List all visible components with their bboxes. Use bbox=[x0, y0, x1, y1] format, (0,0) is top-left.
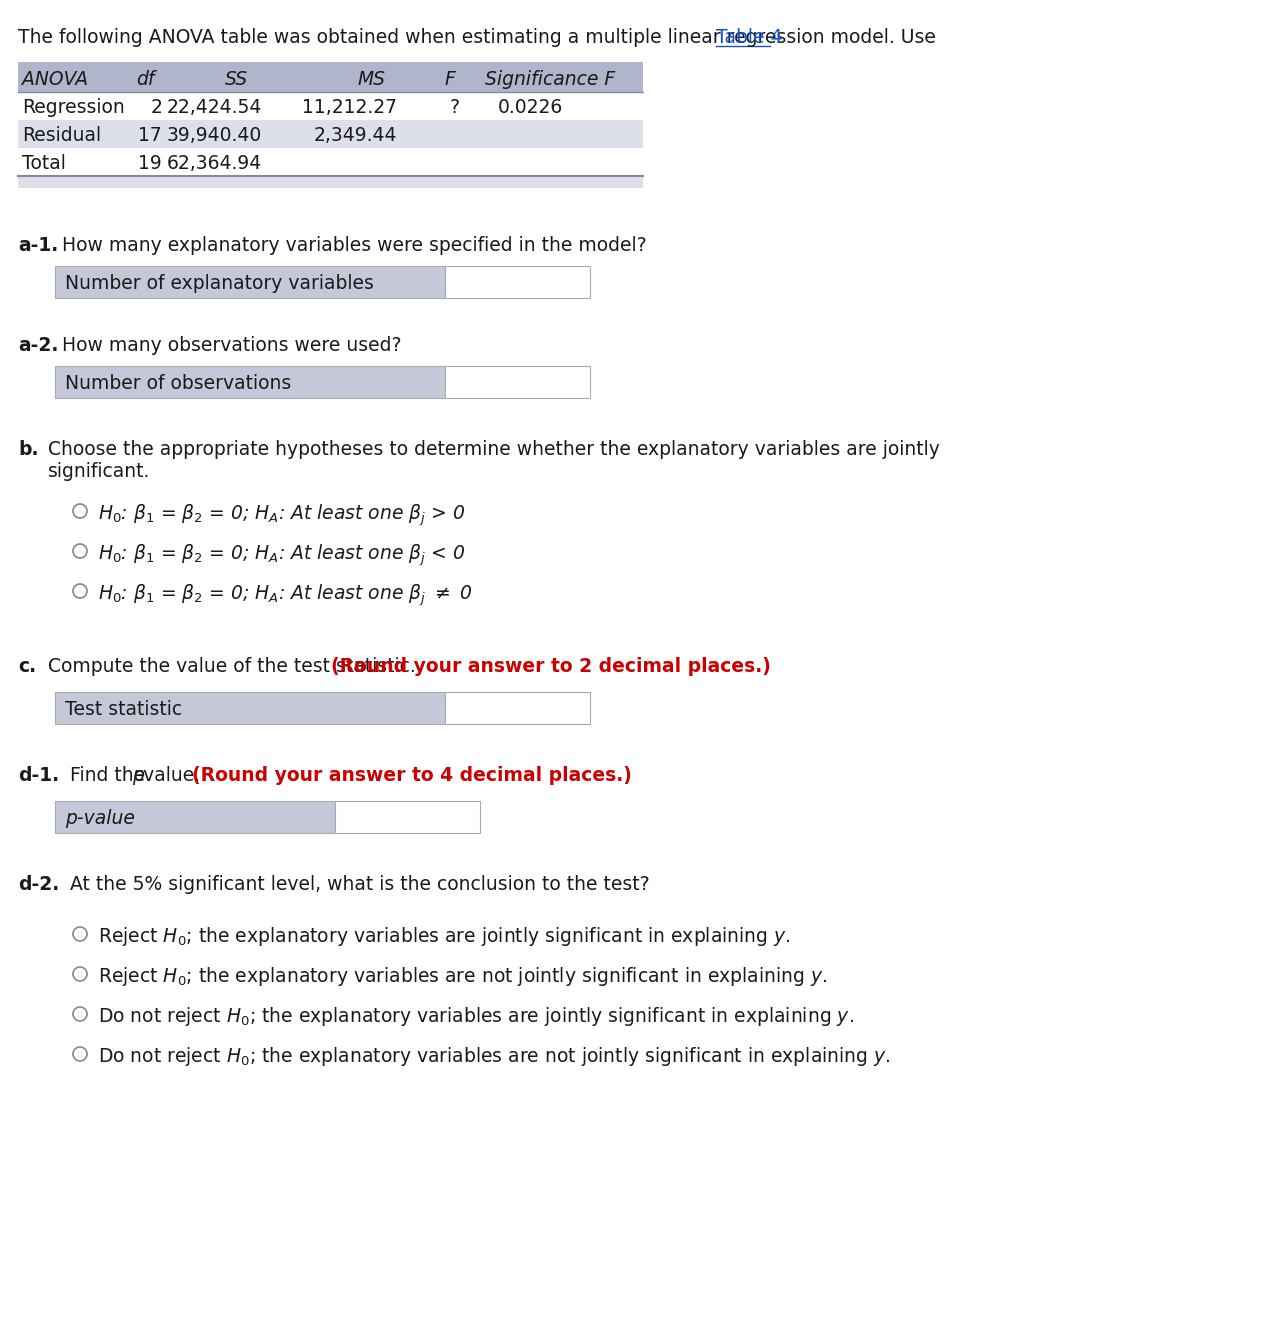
Text: Compute the value of the test statistic.: Compute the value of the test statistic. bbox=[48, 657, 422, 677]
FancyBboxPatch shape bbox=[55, 365, 444, 399]
Text: Number of explanatory variables: Number of explanatory variables bbox=[65, 274, 373, 293]
Text: c.: c. bbox=[18, 657, 36, 677]
Text: 2: 2 bbox=[150, 98, 163, 117]
Text: significant.: significant. bbox=[48, 462, 150, 481]
Text: df: df bbox=[136, 70, 155, 89]
FancyBboxPatch shape bbox=[444, 365, 591, 399]
Text: 17: 17 bbox=[138, 126, 163, 146]
Text: 11,212.27: 11,212.27 bbox=[302, 98, 398, 117]
Text: 39,940.40: 39,940.40 bbox=[166, 126, 262, 146]
Text: a-1.: a-1. bbox=[18, 236, 58, 256]
Text: The following ANOVA table was obtained when estimating a multiple linear regress: The following ANOVA table was obtained w… bbox=[18, 28, 942, 46]
Text: ANOVA: ANOVA bbox=[22, 70, 88, 89]
FancyBboxPatch shape bbox=[55, 692, 444, 724]
Text: Reject $H_0$; the explanatory variables are jointly significant in explaining $y: Reject $H_0$; the explanatory variables … bbox=[98, 925, 791, 948]
Text: Do not reject $H_0$; the explanatory variables are jointly significant in explai: Do not reject $H_0$; the explanatory var… bbox=[98, 1005, 853, 1027]
Text: ?: ? bbox=[450, 98, 460, 117]
Text: $H_0$: $\beta_1$ = $\beta_2$ = 0; $H_A$: At least one $\beta_j$ $\neq$ 0: $H_0$: $\beta_1$ = $\beta_2$ = 0; $H_A$:… bbox=[98, 583, 472, 608]
Text: d-1.: d-1. bbox=[18, 767, 60, 785]
FancyBboxPatch shape bbox=[18, 91, 643, 120]
Text: 2,349.44: 2,349.44 bbox=[314, 126, 398, 146]
Text: Table 4: Table 4 bbox=[716, 28, 782, 46]
Text: How many observations were used?: How many observations were used? bbox=[62, 336, 401, 355]
Text: 0.0226: 0.0226 bbox=[498, 98, 564, 117]
Text: (Round your answer to 4 decimal places.): (Round your answer to 4 decimal places.) bbox=[192, 767, 632, 785]
Text: a-2.: a-2. bbox=[18, 336, 58, 355]
Text: -value.: -value. bbox=[137, 767, 206, 785]
Text: $H_0$: $\beta_1$ = $\beta_2$ = 0; $H_A$: At least one $\beta_j$ > 0: $H_0$: $\beta_1$ = $\beta_2$ = 0; $H_A$:… bbox=[98, 502, 466, 527]
Text: d-2.: d-2. bbox=[18, 875, 60, 894]
FancyBboxPatch shape bbox=[18, 120, 643, 148]
Text: (Round your answer to 2 decimal places.): (Round your answer to 2 decimal places.) bbox=[331, 657, 771, 677]
Text: Number of observations: Number of observations bbox=[65, 373, 291, 393]
Text: Regression: Regression bbox=[22, 98, 124, 117]
Text: How many explanatory variables were specified in the model?: How many explanatory variables were spec… bbox=[62, 236, 646, 256]
Text: Choose the appropriate hypotheses to determine whether the explanatory variables: Choose the appropriate hypotheses to det… bbox=[48, 440, 940, 459]
Text: At the 5% significant level, what is the conclusion to the test?: At the 5% significant level, what is the… bbox=[70, 875, 650, 894]
Text: p-value: p-value bbox=[65, 809, 135, 828]
Text: F: F bbox=[444, 70, 455, 89]
Text: MS: MS bbox=[357, 70, 385, 89]
Text: Significance F: Significance F bbox=[485, 70, 615, 89]
Text: Test statistic: Test statistic bbox=[65, 700, 182, 719]
FancyBboxPatch shape bbox=[18, 176, 643, 188]
FancyBboxPatch shape bbox=[18, 148, 643, 176]
Text: b.: b. bbox=[18, 440, 38, 459]
FancyBboxPatch shape bbox=[444, 266, 591, 298]
Text: Find the: Find the bbox=[70, 767, 151, 785]
Text: Total: Total bbox=[22, 154, 66, 173]
FancyBboxPatch shape bbox=[335, 801, 480, 833]
Text: Residual: Residual bbox=[22, 126, 102, 146]
FancyBboxPatch shape bbox=[18, 62, 643, 91]
Text: p: p bbox=[132, 767, 144, 785]
Text: Do not reject $H_0$; the explanatory variables are not jointly significant in ex: Do not reject $H_0$; the explanatory var… bbox=[98, 1045, 890, 1068]
Text: 22,424.54: 22,424.54 bbox=[166, 98, 262, 117]
Text: SS: SS bbox=[225, 70, 248, 89]
FancyBboxPatch shape bbox=[55, 801, 335, 833]
FancyBboxPatch shape bbox=[444, 692, 591, 724]
Text: $H_0$: $\beta_1$ = $\beta_2$ = 0; $H_A$: At least one $\beta_j$ < 0: $H_0$: $\beta_1$ = $\beta_2$ = 0; $H_A$:… bbox=[98, 542, 466, 568]
FancyBboxPatch shape bbox=[55, 266, 444, 298]
Text: 19: 19 bbox=[138, 154, 163, 173]
Text: 62,364.94: 62,364.94 bbox=[166, 154, 262, 173]
Text: Reject $H_0$; the explanatory variables are not jointly significant in explainin: Reject $H_0$; the explanatory variables … bbox=[98, 965, 827, 988]
